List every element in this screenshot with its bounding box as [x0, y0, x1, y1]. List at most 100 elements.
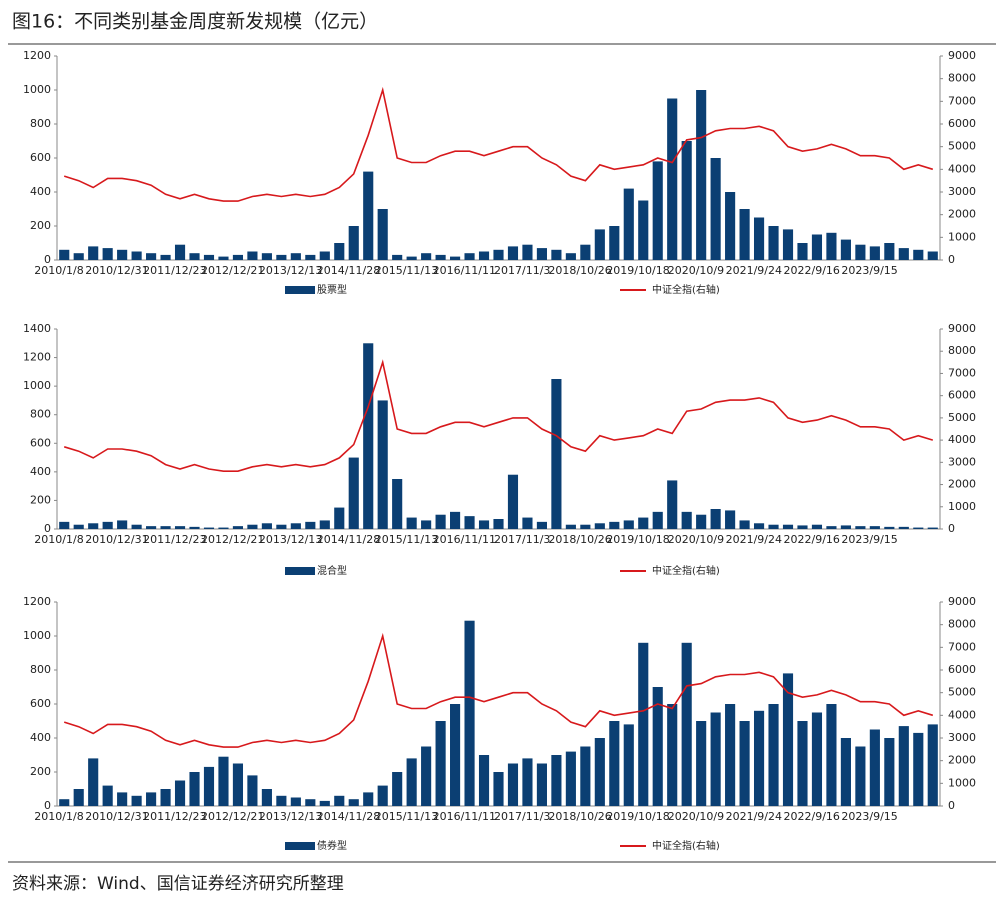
bar [232, 763, 244, 806]
bar [450, 256, 461, 260]
y2-tick-label: 7000 [948, 366, 976, 379]
y2-tick-label: 7000 [948, 94, 976, 107]
x-tick-label: 2019/10/18 [606, 533, 669, 546]
y-tick-label: 600 [30, 151, 51, 164]
bar [580, 244, 591, 260]
x-tick-label: 2011/12/23 [143, 810, 206, 823]
x-tick-label: 2022/9/16 [784, 533, 840, 546]
bar [392, 772, 403, 806]
bar [638, 200, 649, 260]
bar [203, 527, 215, 529]
y2-tick-label: 1000 [948, 776, 976, 789]
bar [377, 400, 388, 529]
y2-tick-label: 4000 [948, 162, 976, 175]
bar [884, 738, 895, 806]
bar [88, 758, 99, 806]
x-tick-label: 2015/11/13 [375, 264, 438, 277]
x-tick-label: 2014/11/28 [317, 533, 380, 546]
bar [189, 526, 200, 529]
bar [348, 799, 359, 806]
line-series [63, 359, 934, 472]
bar [753, 217, 765, 260]
y-tick-label: 1400 [23, 322, 51, 335]
bar [551, 755, 562, 806]
y2-tick-label: 9000 [948, 322, 976, 335]
bar [334, 795, 345, 806]
bar [551, 249, 562, 260]
bar [392, 479, 403, 529]
bar [507, 474, 519, 529]
bar [218, 527, 229, 529]
bar [580, 524, 591, 529]
bar [725, 510, 736, 529]
legend-swatch [285, 286, 315, 294]
y-tick-label: 800 [30, 408, 51, 421]
x-tick-label: 2012/12/21 [201, 264, 264, 277]
y-tick-label: 0 [44, 522, 51, 535]
bar [811, 712, 823, 806]
bar [869, 729, 880, 806]
bar [247, 524, 258, 529]
bar [276, 254, 287, 260]
bar [406, 758, 417, 806]
y2-tick-label: 3000 [948, 185, 976, 198]
y2-tick-label: 9000 [948, 49, 976, 62]
bar [594, 738, 605, 806]
bar [753, 523, 765, 529]
bar [59, 521, 70, 529]
x-tick-label: 2022/9/16 [784, 810, 840, 823]
bar [319, 251, 330, 260]
bar [218, 256, 229, 260]
bar [696, 721, 707, 806]
bar [435, 254, 446, 260]
x-tick-label: 2021/9/24 [726, 533, 782, 546]
bar [493, 249, 504, 260]
y-tick-label: 1000 [23, 379, 51, 392]
bar [478, 251, 490, 260]
bar [623, 520, 634, 529]
bar [725, 192, 736, 260]
x-tick-label: 2010/1/8 [34, 810, 83, 823]
bar [232, 526, 244, 529]
bar [247, 251, 258, 260]
bar [840, 239, 851, 260]
x-tick-label: 2019/10/18 [606, 264, 669, 277]
y2-tick-label: 5000 [948, 140, 976, 153]
bar [146, 526, 157, 529]
legend-label: 混合型 [317, 564, 347, 577]
bar [638, 642, 649, 806]
bar [768, 524, 779, 529]
bar [623, 724, 634, 806]
bar [348, 457, 359, 529]
legend-label: 股票型 [317, 283, 347, 296]
y2-tick-label: 8000 [948, 72, 976, 85]
bar [696, 90, 707, 260]
bar [725, 704, 736, 806]
x-tick-label: 2020/10/9 [668, 810, 724, 823]
bar [203, 254, 215, 260]
bar [927, 527, 938, 529]
y-tick-label: 1200 [23, 351, 51, 364]
y-tick-label: 0 [44, 253, 51, 266]
bar [667, 480, 678, 529]
bar [478, 520, 490, 529]
bar [840, 525, 851, 529]
bar [927, 251, 938, 260]
bar [377, 209, 388, 260]
x-tick-label: 2018/10/26 [548, 264, 611, 277]
bar [667, 98, 678, 260]
x-tick-label: 2018/10/26 [548, 810, 611, 823]
bar [435, 514, 446, 529]
bar [826, 232, 837, 260]
bar [522, 244, 533, 260]
bar [869, 246, 880, 260]
y-tick-label: 600 [30, 697, 51, 710]
bar [334, 243, 345, 260]
bar [59, 249, 70, 260]
bar [247, 775, 258, 806]
bar [681, 141, 692, 260]
x-tick-label: 2018/10/26 [548, 533, 611, 546]
bar [536, 248, 547, 260]
bar [117, 520, 128, 529]
bar [131, 251, 142, 260]
